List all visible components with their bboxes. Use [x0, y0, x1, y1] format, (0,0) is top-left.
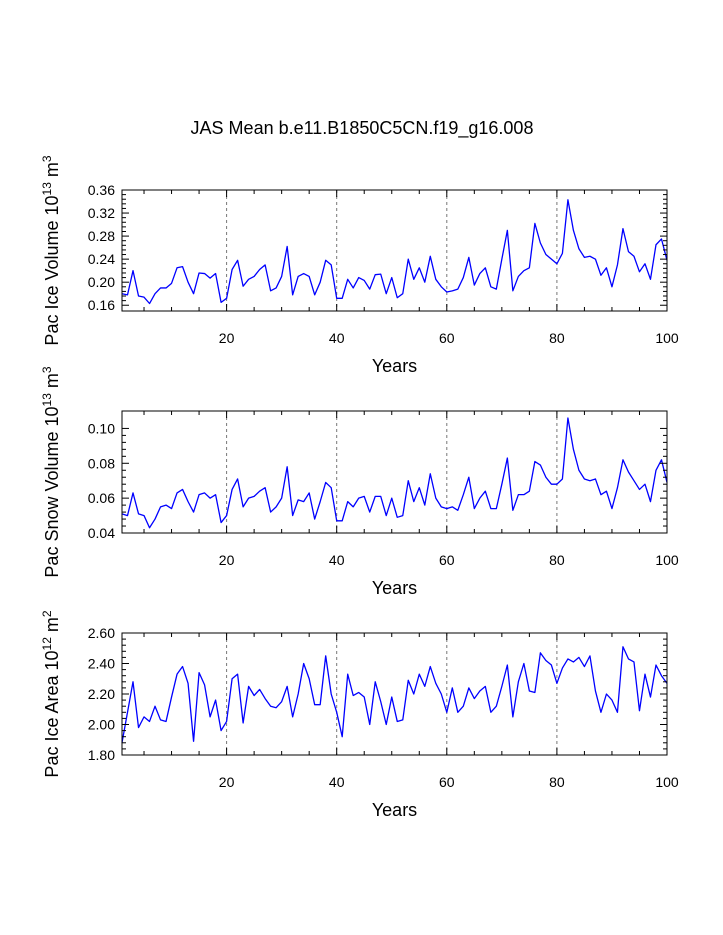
- x-tick-label: 40: [329, 552, 345, 568]
- y-tick-label: 2.40: [88, 656, 115, 672]
- series-line: [121, 646, 668, 743]
- y-tick-label: 0.06: [88, 490, 115, 506]
- x-tick-label: 100: [655, 774, 679, 790]
- x-tick-label: 80: [549, 330, 565, 346]
- x-tick-label: 60: [439, 552, 455, 568]
- chart-title: JAS Mean b.e11.B1850C5CN.f19_g16.008: [191, 118, 534, 139]
- y-axis-title: Pac Snow Volume 1013 m3: [40, 366, 62, 577]
- y-tick-label: 0.24: [88, 251, 115, 267]
- x-tick-label: 80: [549, 774, 565, 790]
- chart-panel-1: 20 40 60 80 100 0.16 0.20 0.24 0.28 0.32 0.36 Years…: [40, 155, 679, 376]
- y-tick-label: 0.04: [88, 525, 115, 541]
- y-tick-label: 0.08: [88, 455, 115, 471]
- plot-frame: [121, 410, 668, 534]
- plot-frame: [121, 632, 668, 756]
- plot-frame: [121, 189, 668, 312]
- chart-panel-2: 20 40 60 80 100 0.04 0.06 0.08 0.10 Years Pac Snow…: [40, 366, 679, 598]
- y-axis-title: Pac Ice Area 1012 m2: [40, 610, 62, 777]
- x-axis-title: Years: [372, 800, 417, 820]
- x-tick-label: 100: [655, 330, 679, 346]
- x-tick-label: 20: [219, 552, 235, 568]
- x-axis-title: Years: [372, 356, 417, 376]
- x-tick-label: 20: [219, 330, 235, 346]
- x-tick-label: 80: [549, 552, 565, 568]
- x-tick-label: 40: [329, 774, 345, 790]
- x-tick-label: 40: [329, 330, 345, 346]
- x-tick-label: 60: [439, 774, 455, 790]
- y-tick-label: 2.20: [88, 686, 115, 702]
- y-tick-label: 0.10: [88, 420, 115, 436]
- chart-panel-3: 20 40 60 80 100 1.80 2.00 2.20 2.40 2.60 Years Pac …: [40, 610, 679, 820]
- x-axis-title: Years: [372, 578, 417, 598]
- y-tick-label: 0.28: [88, 228, 115, 244]
- series-line: [121, 199, 668, 305]
- y-tick-label: 0.16: [88, 297, 115, 313]
- y-tick-label: 0.36: [88, 182, 115, 198]
- y-tick-label: 0.20: [88, 274, 115, 290]
- x-tick-label: 20: [219, 774, 235, 790]
- y-tick-label: 2.00: [88, 717, 115, 733]
- x-tick-label: 60: [439, 330, 455, 346]
- series-line: [121, 417, 668, 529]
- x-tick-label: 100: [655, 552, 679, 568]
- y-tick-label: 2.60: [88, 625, 115, 641]
- y-tick-label: 0.32: [88, 205, 115, 221]
- y-tick-label: 1.80: [88, 747, 115, 763]
- y-axis-title: Pac Ice Volume 1013 m3: [40, 155, 62, 345]
